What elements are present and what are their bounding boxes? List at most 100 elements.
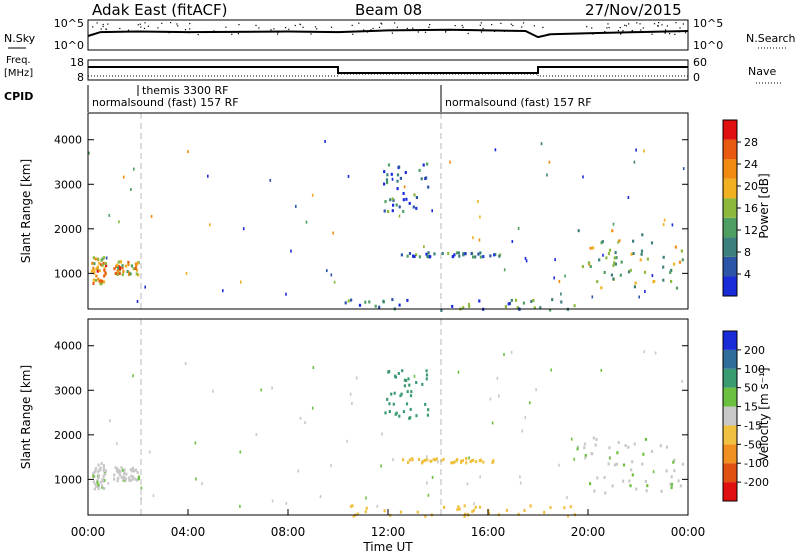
scatter-cell	[646, 257, 649, 261]
scatter-cell	[285, 501, 288, 505]
power-ytick-label: 4000	[54, 134, 82, 147]
scatter-cell	[130, 188, 132, 191]
scatter-cell	[144, 285, 146, 289]
scatter-cell	[489, 397, 492, 401]
scatter-cell	[402, 410, 405, 414]
scatter-cell	[654, 351, 657, 355]
power-colorbar-swatch	[723, 217, 737, 238]
scatter-cell	[431, 209, 433, 213]
scatter-cell	[365, 506, 368, 510]
scatter-cell	[455, 251, 459, 255]
nsearch-point	[176, 23, 178, 25]
scatter-cell	[468, 456, 470, 460]
scatter-cell	[598, 258, 601, 262]
velocity-colorbar-label: -50	[744, 438, 762, 451]
scatter-cell	[118, 266, 121, 270]
nsearch-point	[636, 22, 638, 24]
nsearch-point	[521, 26, 523, 28]
nsky-tick-top: 10^5	[54, 17, 84, 30]
scatter-cell	[102, 479, 105, 483]
scatter-cell	[122, 175, 125, 179]
scatter-cell	[573, 304, 576, 308]
scatter-cell	[295, 204, 297, 208]
scatter-cell	[104, 262, 107, 266]
scatter-cell	[97, 463, 100, 467]
scatter-cell	[94, 469, 97, 473]
nsearch-point	[170, 22, 172, 24]
nsearch-point	[380, 22, 382, 24]
scatter-cell	[675, 286, 679, 290]
scatter-cell	[612, 222, 615, 226]
nsearch-point	[674, 33, 676, 35]
scatter-cell	[122, 269, 125, 273]
power-colorbar-swatch	[723, 159, 737, 179]
nsearch-point	[100, 28, 102, 30]
nsearch-point	[412, 27, 414, 29]
cpid-segment-normalsound-1: normalsound (fast) 157 RF	[92, 96, 239, 109]
scatter-cell	[589, 265, 592, 268]
scatter-cell	[330, 273, 333, 277]
scatter-cell	[399, 176, 402, 180]
freq-line	[88, 66, 688, 74]
scatter-cell	[388, 370, 391, 373]
scatter-cell	[519, 481, 522, 485]
scatter-cell	[393, 391, 396, 395]
scatter-cell	[511, 240, 514, 243]
scatter-cell	[479, 251, 482, 255]
power-colorbar-label: 28	[744, 136, 758, 149]
scatter-cell	[117, 476, 120, 480]
nsearch-point	[96, 22, 98, 24]
scatter-cell	[427, 251, 430, 255]
nave-line	[88, 73, 688, 77]
velocity-colorbar-label: 50	[744, 382, 758, 395]
scatter-cell	[119, 260, 122, 264]
scatter-cell	[479, 255, 482, 259]
scatter-cell	[452, 255, 455, 258]
scatter-cell	[493, 253, 496, 257]
nsearch-point	[622, 30, 624, 32]
scatter-cell	[670, 475, 673, 479]
scatter-cell	[125, 472, 128, 476]
nsky-label: N.Sky	[4, 32, 36, 45]
scatter-cell	[472, 236, 474, 240]
scatter-cell	[471, 510, 474, 514]
scatter-cell	[134, 468, 138, 472]
scatter-cell	[114, 272, 117, 275]
scatter-cell	[423, 245, 425, 249]
scatter-cell	[614, 251, 617, 255]
scatter-cell	[117, 468, 120, 472]
scatter-cell	[434, 458, 437, 462]
nsearch-point	[255, 24, 257, 26]
scatter-cell	[616, 451, 619, 455]
scatter-cell	[383, 170, 386, 174]
nsearch-point	[428, 26, 430, 28]
scatter-cell	[583, 446, 586, 450]
scatter-cell	[133, 167, 135, 171]
scatter-cell	[326, 269, 328, 273]
scatter-cell	[116, 266, 119, 270]
scatter-cell	[304, 421, 306, 425]
scatter-cell	[255, 433, 258, 437]
scatter-cell	[433, 252, 436, 256]
scatter-cell	[118, 272, 121, 275]
nsearch-point	[462, 26, 464, 28]
scatter-cell	[462, 252, 465, 256]
power-ytick-label: 2000	[54, 223, 82, 236]
scatter-cell	[595, 438, 598, 441]
nsearch-point	[500, 22, 502, 24]
scatter-cell	[97, 470, 100, 474]
scatter-cell	[352, 514, 355, 518]
scatter-cell	[457, 370, 460, 374]
scatter-cell	[681, 258, 684, 262]
scatter-cell	[458, 254, 461, 258]
scatter-cell	[573, 457, 575, 461]
scatter-cell	[643, 350, 646, 354]
scatter-cell	[285, 292, 287, 296]
scatter-cell	[131, 477, 134, 481]
scatter-cell	[464, 512, 467, 516]
scatter-cell	[408, 458, 411, 462]
scatter-cell	[423, 459, 426, 463]
scatter-cell	[533, 306, 536, 310]
scatter-cell	[408, 383, 411, 387]
